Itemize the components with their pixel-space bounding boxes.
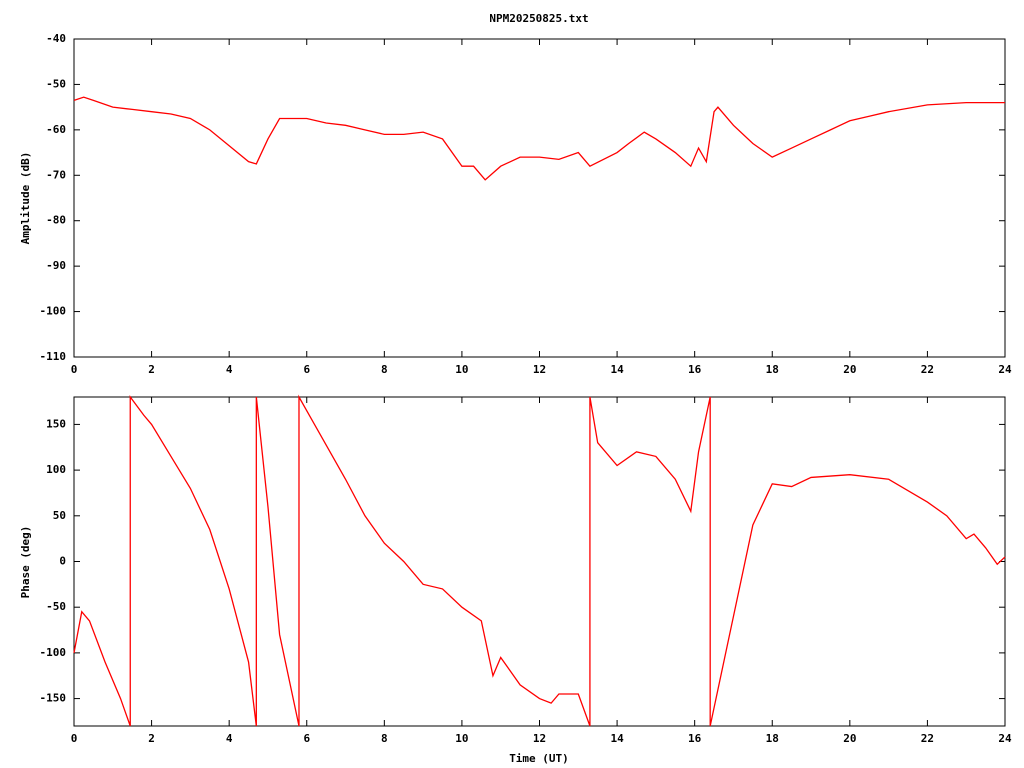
y-tick-label: -60 [46, 123, 66, 136]
x-tick-label: 8 [381, 363, 388, 376]
x-tick-label: 20 [843, 363, 856, 376]
x-tick-label: 14 [610, 363, 624, 376]
data-line [73, 394, 1006, 727]
x-tick-label: 18 [766, 363, 779, 376]
x-axis-label: Time (UT) [509, 752, 569, 765]
x-tick-label: 20 [843, 732, 856, 745]
x-tick-label: 12 [533, 363, 546, 376]
y-tick-label: -70 [46, 168, 66, 181]
x-tick-label: 0 [71, 732, 78, 745]
y-tick-label: 50 [53, 509, 66, 522]
y-tick-label: -100 [40, 305, 67, 318]
x-tick-label: 10 [455, 732, 468, 745]
y-tick-label: -110 [40, 350, 67, 363]
plot-frame [73, 38, 1006, 358]
y-tick-label: 0 [59, 555, 66, 568]
y-tick-label: 150 [46, 417, 66, 430]
x-tick-label: 22 [921, 363, 934, 376]
x-tick-label: 22 [921, 732, 934, 745]
x-tick-label: 4 [226, 732, 233, 745]
y-tick-label: -50 [46, 600, 66, 613]
y-tick-label: 100 [46, 463, 66, 476]
data-line [73, 96, 1005, 181]
plot-frame [73, 396, 1006, 727]
x-tick-label: 24 [998, 732, 1012, 745]
x-tick-label: 6 [303, 363, 310, 376]
x-tick-label: 2 [148, 732, 155, 745]
x-tick-label: 2 [148, 363, 155, 376]
y-tick-label: -50 [46, 77, 66, 90]
x-tick-label: 4 [226, 363, 233, 376]
y-tick-label: -150 [40, 692, 67, 705]
x-tick-label: 10 [455, 363, 468, 376]
x-tick-label: 6 [303, 732, 310, 745]
chart-title: NPM20250825.txt [489, 12, 588, 25]
x-tick-label: 0 [71, 363, 78, 376]
y-tick-label: -80 [46, 214, 66, 227]
y-tick-label: -90 [46, 259, 66, 272]
x-tick-label: 16 [688, 732, 702, 745]
x-tick-label: 24 [998, 363, 1012, 376]
x-tick-label: 18 [766, 732, 779, 745]
y-tick-label: -40 [46, 32, 66, 45]
x-tick-label: 14 [610, 732, 624, 745]
x-tick-label: 12 [533, 732, 546, 745]
y-axis-label: Phase (deg) [19, 526, 32, 599]
x-tick-label: 16 [688, 363, 702, 376]
y-tick-label: -100 [40, 646, 67, 659]
y-axis-label: Amplitude (dB) [19, 152, 32, 245]
x-tick-label: 8 [381, 732, 388, 745]
